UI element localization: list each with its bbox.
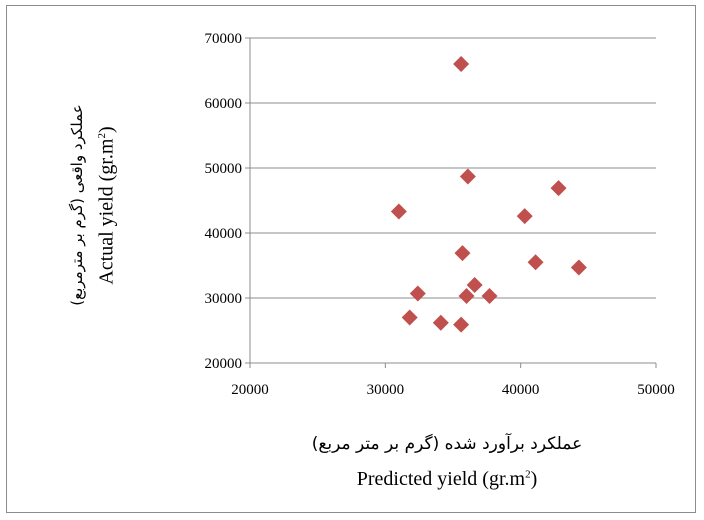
y-tick-labels: 20000 30000 40000 50000 60000 70000 — [205, 31, 243, 372]
data-point — [453, 316, 470, 333]
x-tick-label: 40000 — [502, 382, 540, 398]
x-tick-labels: 20000 30000 40000 50000 — [231, 382, 675, 398]
y-axis-label-superscript: 2 — [95, 133, 108, 139]
y-axis-label-english: Actual yield (gr.m2) — [96, 66, 119, 346]
data-point — [481, 288, 498, 305]
data-point — [454, 245, 471, 262]
chart-frame: 20000 30000 40000 50000 60000 70000 20000 3000… — [6, 5, 696, 513]
y-tick-label: 20000 — [205, 356, 243, 372]
y-tick-label: 50000 — [205, 161, 243, 177]
y-tick-label: 60000 — [205, 96, 243, 112]
y-axis-label-persian: عملکرد واقعی (گرم بر مترمربع) — [68, 104, 86, 306]
data-point — [453, 56, 470, 72]
y-tick-label: 30000 — [205, 291, 243, 307]
y-tick-label: 70000 — [205, 31, 243, 47]
data-point — [516, 208, 533, 225]
x-tick-label: 30000 — [367, 382, 405, 398]
data-point — [570, 259, 587, 276]
data-point — [401, 309, 418, 326]
x-axis-label-english: Predicted yield (gr.m2) — [247, 468, 647, 491]
x-axis-label-superscript: 2 — [525, 468, 531, 481]
y-axis-label-main: Actual yield (gr.m — [95, 138, 118, 285]
data-point — [466, 277, 483, 293]
data-point — [409, 285, 426, 302]
x-axis-label-persian: عملکرد برآورد شده (گرم بر متر مربع) — [311, 434, 583, 454]
x-axis-label-tail: ) — [530, 468, 538, 490]
y-axis-label-tail: ) — [95, 126, 118, 134]
data-points — [390, 56, 587, 333]
axes — [245, 37, 657, 368]
data-point — [550, 180, 567, 197]
y-tick-label: 40000 — [205, 226, 243, 242]
x-tick-label: 50000 — [637, 382, 675, 398]
data-point — [390, 203, 407, 220]
x-axis-label-main: Predicted yield (gr.m — [356, 468, 526, 490]
data-point — [458, 288, 475, 305]
data-point — [432, 314, 449, 331]
data-point — [527, 254, 544, 271]
x-tick-label: 20000 — [231, 382, 269, 398]
gridlines — [250, 37, 656, 299]
scatter-plot: 20000 30000 40000 50000 60000 70000 20000 3000… — [205, 31, 675, 398]
data-point — [459, 168, 476, 185]
